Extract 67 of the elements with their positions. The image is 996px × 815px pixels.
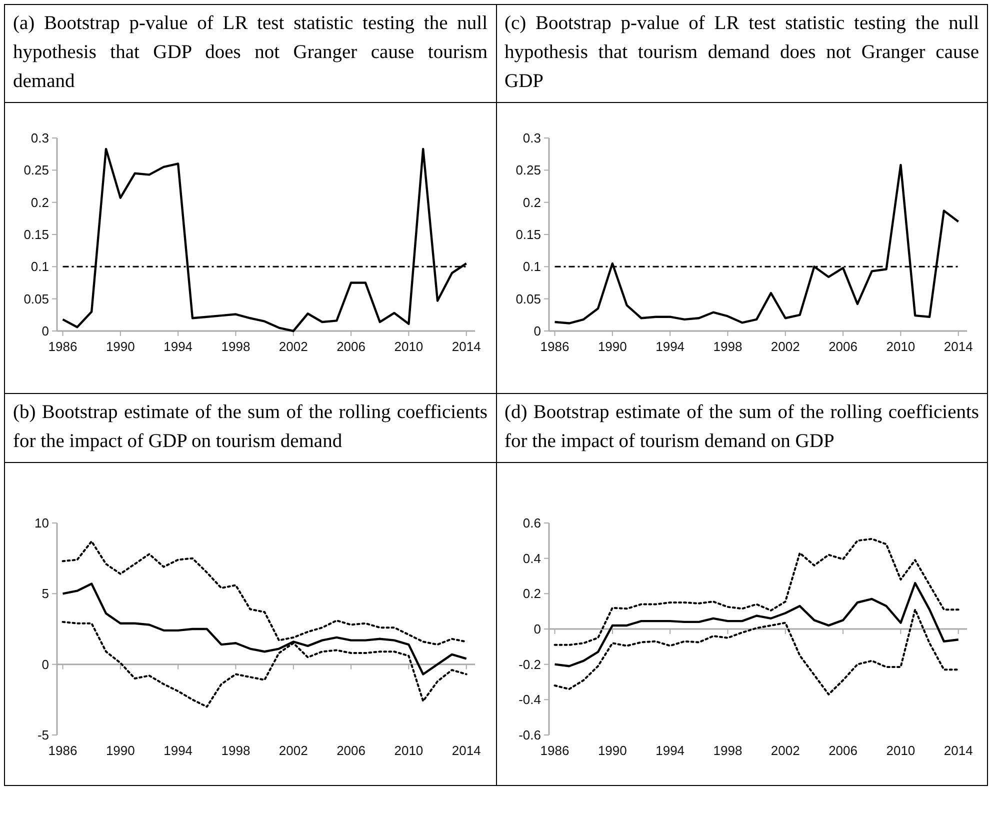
x-tick-label: 1986 (48, 339, 78, 354)
y-tick-label: 0.2 (522, 194, 540, 210)
x-tick-label: 1994 (164, 339, 193, 354)
line-series (62, 540, 468, 646)
y-tick-label: 0.3 (30, 130, 49, 146)
y-tick-label: 10 (34, 516, 49, 531)
chart-title: (a) Bootstrap p-value of LR test statistic testing the null hypothesis that GDP does not Granger cause tourism demand (4, 4, 496, 102)
x-tick-label: 1990 (106, 743, 135, 758)
y-tick-label: 0 (42, 324, 49, 339)
x-tick-label: 2002 (278, 743, 308, 758)
line-series (62, 148, 468, 332)
x-tick-label: 1990 (106, 339, 135, 354)
y-tick-label: 0.2 (30, 194, 49, 210)
y-tick-label: 0.05 (24, 291, 49, 306)
x-tick-label: 2010 (886, 339, 915, 354)
y-tick-label: 0 (533, 324, 540, 339)
y-tick-label: 0.2 (522, 586, 540, 602)
x-tick-label: 1990 (597, 339, 626, 354)
x-tick-label: 1994 (164, 743, 193, 758)
y-tick-label: 0.15 (515, 227, 540, 242)
x-tick-label: 2006 (828, 339, 857, 354)
x-tick-label: 2014 (452, 743, 481, 758)
x-tick-label: 1998 (221, 339, 250, 354)
y-tick-label: -0.6 (518, 728, 540, 743)
x-tick-label: 2014 (943, 743, 972, 758)
chart-title: (c) Bootstrap p-value of LR test statistic testing the null hypothesis that tourism demand does not Granger cause GDP (496, 4, 988, 102)
x-tick-label: 2002 (770, 339, 800, 354)
x-tick-label: 2010 (886, 743, 915, 758)
y-tick-label: -0.4 (518, 692, 540, 708)
y-tick-label: 0.05 (515, 291, 540, 306)
y-tick-label: 0.15 (24, 227, 49, 242)
line-series (553, 582, 959, 668)
y-tick-label: -5 (37, 728, 49, 743)
chart-title: (d) Bootstrap estimate of the sum of the rolling coefficients for the impact of tourism demand on GDP (496, 394, 988, 462)
x-tick-label: 1986 (540, 339, 569, 354)
y-tick-label: 0.4 (522, 550, 540, 566)
x-tick-label: 1986 (540, 743, 569, 758)
chart-title: (b) Bootstrap estimate of the sum of the rolling coefficients for the impact of GDP on tourism demand (4, 394, 496, 462)
x-tick-label: 1998 (712, 743, 742, 758)
y-tick-label: 0 (533, 622, 540, 637)
x-tick-label: 2006 (828, 743, 857, 758)
x-tick-label: 2014 (943, 339, 972, 354)
y-tick-label: 0 (42, 656, 49, 672)
y-tick-label: -0.2 (518, 656, 540, 672)
x-tick-label: 2002 (278, 339, 308, 354)
y-tick-label: 0.1 (522, 259, 540, 274)
x-tick-label: 1986 (48, 743, 78, 758)
y-tick-label: 0.1 (30, 259, 49, 274)
x-tick-label: 1990 (597, 743, 626, 758)
x-tick-label: 1994 (655, 339, 684, 354)
x-tick-label: 1998 (712, 339, 742, 354)
x-tick-label: 2014 (452, 339, 481, 354)
x-tick-label: 2002 (770, 743, 800, 758)
y-tick-label: 0.25 (515, 162, 540, 178)
x-tick-label: 1998 (221, 743, 250, 758)
x-tick-label: 2006 (336, 339, 366, 354)
x-tick-label: 2010 (394, 743, 424, 758)
y-tick-label: 0.25 (24, 162, 49, 178)
line-series (553, 164, 959, 324)
y-tick-label: 5 (42, 586, 49, 602)
x-tick-label: 2010 (394, 339, 424, 354)
line-series (553, 608, 959, 696)
y-tick-label: 0.3 (522, 130, 540, 146)
x-tick-label: 2006 (336, 743, 366, 758)
y-tick-label: 0.6 (522, 516, 540, 531)
x-tick-label: 1994 (655, 743, 684, 758)
line-series (553, 538, 959, 646)
